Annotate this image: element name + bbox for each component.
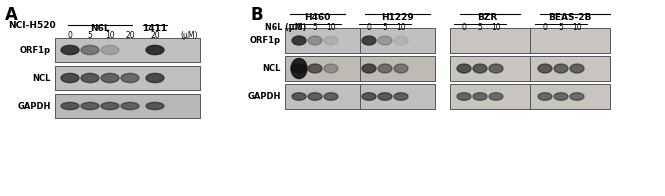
Text: 1411: 1411 [142,24,168,33]
FancyBboxPatch shape [55,38,200,62]
Ellipse shape [378,64,392,73]
Ellipse shape [394,36,408,45]
Text: 5: 5 [313,23,317,32]
Ellipse shape [538,93,552,100]
Ellipse shape [146,73,164,83]
Text: 10: 10 [105,31,115,40]
Ellipse shape [457,93,471,100]
Ellipse shape [308,64,322,73]
Ellipse shape [81,45,99,55]
Ellipse shape [101,102,119,110]
Ellipse shape [121,102,139,110]
Ellipse shape [362,64,376,73]
Ellipse shape [291,58,307,79]
Ellipse shape [292,36,306,45]
Text: 5: 5 [382,23,388,32]
Ellipse shape [538,64,552,73]
Text: GAPDH: GAPDH [247,92,281,101]
Ellipse shape [362,93,376,100]
FancyBboxPatch shape [450,84,610,109]
Ellipse shape [81,102,99,110]
Text: N6L: N6L [90,24,110,33]
Ellipse shape [489,64,503,73]
Ellipse shape [570,93,584,100]
Ellipse shape [146,102,164,110]
Text: A: A [5,6,18,24]
Ellipse shape [473,64,487,73]
Text: 10: 10 [491,23,501,32]
Text: BEAS-2B: BEAS-2B [549,13,592,22]
FancyBboxPatch shape [285,56,435,81]
FancyBboxPatch shape [285,84,435,109]
Text: 10: 10 [396,23,406,32]
FancyBboxPatch shape [55,94,200,118]
Text: N6L (μM): N6L (μM) [265,23,307,32]
Ellipse shape [394,64,408,73]
Ellipse shape [489,93,503,100]
Ellipse shape [121,73,139,83]
Text: 0: 0 [297,23,301,32]
Ellipse shape [101,45,119,55]
Text: NCL: NCL [33,74,51,83]
Text: H460: H460 [304,13,331,22]
Text: B: B [250,6,263,24]
Ellipse shape [324,36,338,45]
Ellipse shape [362,36,376,45]
Text: NCL: NCL [263,64,281,73]
Ellipse shape [324,93,338,100]
Text: 20: 20 [125,31,135,40]
Text: ORF1p: ORF1p [250,36,281,45]
Ellipse shape [308,93,322,100]
Text: 10: 10 [327,23,336,32]
FancyBboxPatch shape [55,66,200,90]
FancyBboxPatch shape [450,28,610,53]
Text: BZR: BZR [477,13,497,22]
Ellipse shape [101,73,119,83]
Ellipse shape [457,64,471,73]
Ellipse shape [378,93,392,100]
Ellipse shape [570,64,584,73]
Ellipse shape [473,93,487,100]
Ellipse shape [308,36,322,45]
Text: GAPDH: GAPDH [18,102,51,111]
Ellipse shape [292,64,306,73]
Text: ORF1p: ORF1p [20,45,51,54]
Ellipse shape [61,73,79,83]
Text: NCI-H520: NCI-H520 [8,21,56,30]
Text: 10: 10 [572,23,582,32]
FancyBboxPatch shape [450,56,610,81]
Text: (μM): (μM) [180,31,198,40]
Text: 5: 5 [477,23,482,32]
Text: 20: 20 [150,31,160,40]
Ellipse shape [554,64,568,73]
Ellipse shape [378,36,392,45]
Text: 0: 0 [462,23,466,32]
Ellipse shape [61,45,79,55]
Ellipse shape [61,102,79,110]
Text: 5: 5 [559,23,563,32]
Text: 0: 0 [366,23,372,32]
Text: 0: 0 [543,23,547,32]
Ellipse shape [81,73,99,83]
Ellipse shape [292,93,306,100]
Text: 0: 0 [68,31,72,40]
Ellipse shape [324,64,338,73]
Text: H1229: H1229 [380,13,414,22]
Text: 5: 5 [88,31,92,40]
Ellipse shape [394,93,408,100]
FancyBboxPatch shape [285,28,435,53]
Ellipse shape [554,93,568,100]
Ellipse shape [146,45,164,55]
